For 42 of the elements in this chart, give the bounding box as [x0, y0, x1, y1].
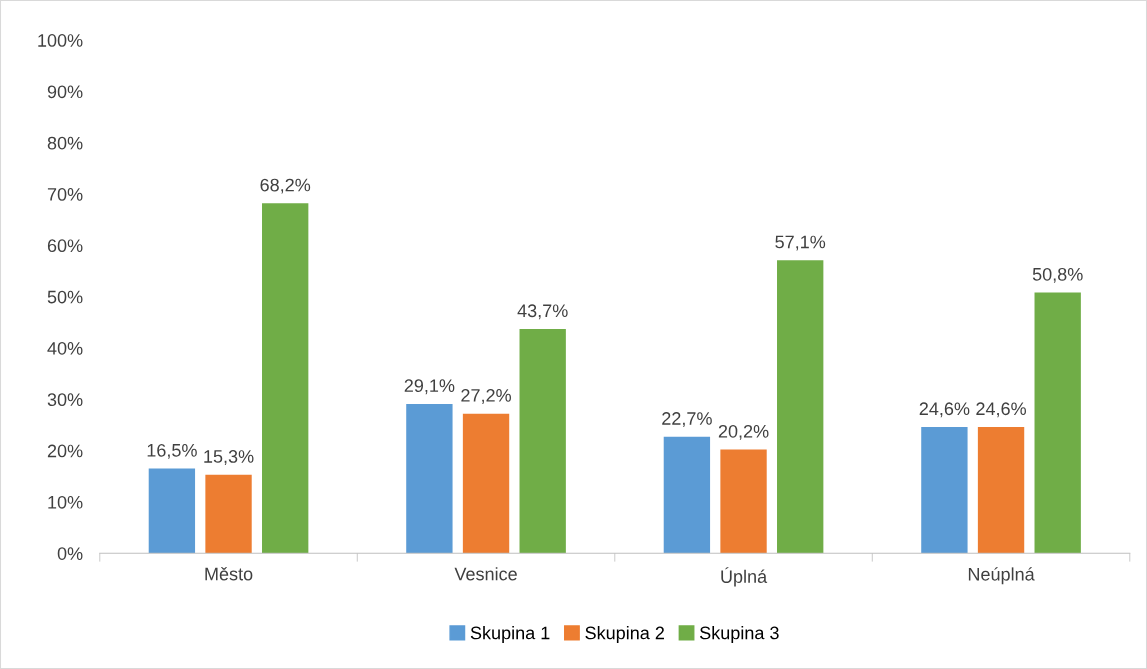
bar: [921, 427, 968, 554]
y-tick-label: 80%: [47, 136, 83, 150]
x-tick-label: Vesnice: [454, 567, 517, 581]
data-label: 20,2%: [718, 424, 769, 440]
bar: [462, 413, 510, 554]
data-label: 16,5%: [147, 443, 197, 459]
bar: [1034, 292, 1081, 554]
data-label: 50,8%: [1032, 267, 1083, 283]
legend-label: Skupina 1: [470, 626, 550, 643]
legend-label: Skupina 3: [700, 626, 779, 643]
bar: [205, 474, 252, 554]
bar: [406, 403, 453, 554]
x-tick-label: Město: [205, 567, 253, 581]
data-label: 29,1%: [404, 379, 455, 395]
y-tick-label: 50%: [47, 290, 83, 304]
y-tick-label: 0%: [57, 547, 83, 560]
y-tick-label: 20%: [47, 444, 83, 458]
data-label: 15,3%: [204, 450, 254, 465]
bar: [262, 203, 309, 554]
data-label: 24,6%: [919, 402, 970, 418]
y-tick-label: 30%: [47, 393, 83, 407]
y-tick-label: 60%: [47, 239, 83, 253]
bar: [519, 329, 566, 554]
bar: [148, 468, 196, 554]
bar: [977, 427, 1025, 554]
legend-label: Skupina 2: [585, 626, 664, 643]
y-tick-label: 100%: [38, 34, 83, 47]
bar: [720, 449, 767, 554]
data-label: 27,2%: [461, 389, 511, 404]
y-tick-label: 90%: [47, 85, 83, 99]
x-tick-label: Neúplná: [968, 567, 1035, 585]
data-label: 22,7%: [662, 412, 712, 428]
data-label: 43,7%: [517, 304, 568, 320]
y-tick-label: 40%: [47, 341, 83, 355]
y-tick-label: 70%: [47, 188, 83, 201]
bar: [663, 436, 711, 554]
y-tick-label: 10%: [48, 495, 83, 509]
bar: [777, 260, 824, 554]
data-label: 68,2%: [260, 178, 311, 194]
x-tick-label: Úplná: [721, 567, 768, 587]
data-label: 57,1%: [775, 235, 826, 251]
data-label: 24,6%: [976, 402, 1026, 418]
